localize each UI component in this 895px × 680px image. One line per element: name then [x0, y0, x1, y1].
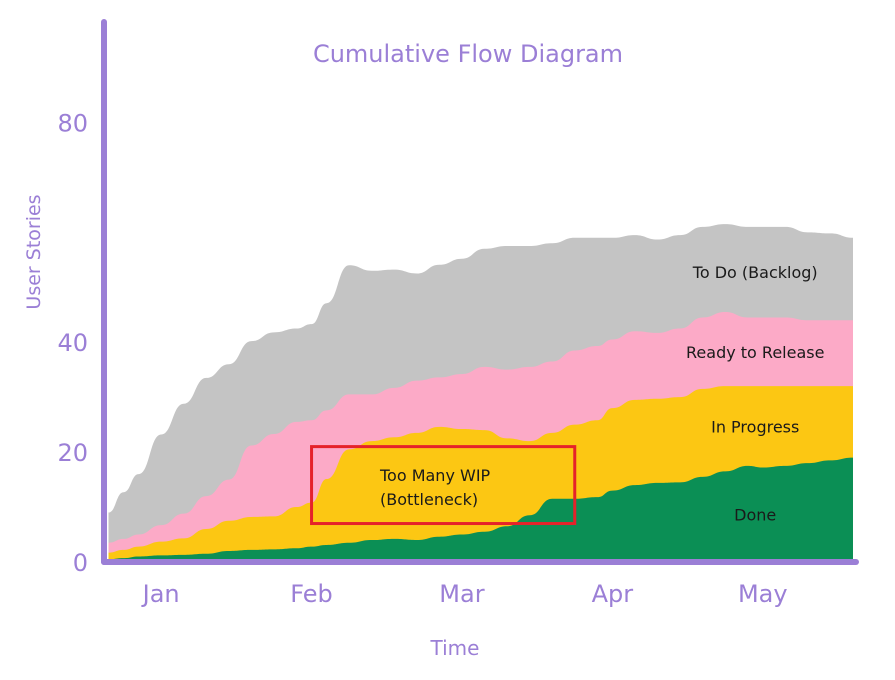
y-tick-20: 20 — [57, 439, 88, 467]
band-label-to-do-backlog: To Do (Backlog) — [692, 263, 818, 282]
y-tick-labels: 0 20 40 80 — [57, 109, 88, 577]
bottleneck-label-line2: (Bottleneck) — [380, 490, 478, 509]
x-tick-feb: Feb — [290, 580, 333, 608]
y-tick-40: 40 — [57, 329, 88, 357]
x-tick-mar: Mar — [439, 580, 484, 608]
y-tick-80: 80 — [57, 109, 88, 137]
y-tick-0: 0 — [73, 549, 88, 577]
band-labels: Done In Progress Ready to Release To Do (Ba… — [686, 263, 824, 524]
y-axis-label: User Stories — [23, 194, 45, 309]
x-tick-may: May — [738, 580, 788, 608]
x-tick-apr: Apr — [592, 580, 634, 608]
area-bands — [108, 224, 853, 563]
area-done — [108, 457, 853, 562]
chart-title: Cumulative Flow Diagram — [313, 40, 623, 68]
bottleneck-box — [310, 445, 577, 526]
x-tick-labels: Jan Feb Mar Apr May — [141, 580, 788, 608]
bottleneck-label-line1: Too Many WIP — [379, 466, 491, 485]
bottleneck-annotation: Too Many WIP (Bottleneck) — [310, 445, 577, 526]
axes — [101, 19, 859, 565]
x-axis-label: Time — [430, 636, 480, 660]
band-label-done: Done — [734, 505, 776, 524]
x-tick-jan: Jan — [141, 580, 180, 608]
band-label-ready-to-release: Ready to Release — [686, 343, 824, 362]
band-label-in-progress: In Progress — [711, 417, 799, 436]
